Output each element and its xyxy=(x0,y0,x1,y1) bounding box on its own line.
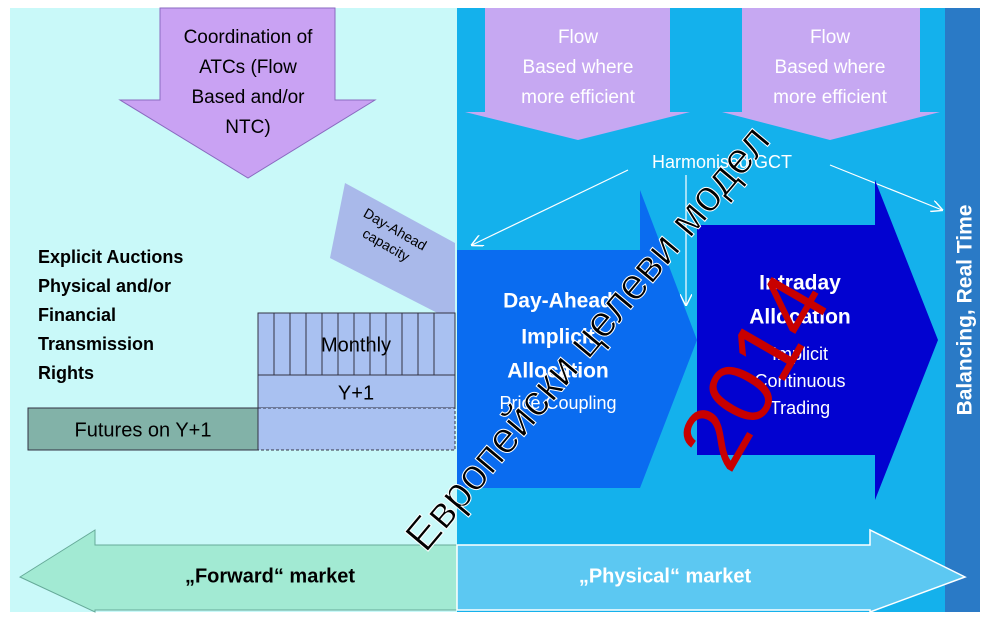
futures-label: Futures on Y+1 xyxy=(75,419,212,441)
auctions-text: Financial xyxy=(38,305,116,325)
flow-based-text: more efficient xyxy=(521,87,635,108)
balancing-panel xyxy=(945,8,980,612)
auctions-text: Physical and/or xyxy=(38,276,171,296)
coordination-arrow xyxy=(118,7,377,179)
intraday-subtitle: Trading xyxy=(770,398,830,418)
intraday-subtitle: Implicit xyxy=(772,344,828,364)
day-ahead-subtitle: Price Coupling xyxy=(499,393,616,413)
year-block xyxy=(257,374,456,409)
day-ahead-title: Allocation xyxy=(507,360,609,383)
coordination-text: Based and/or xyxy=(191,87,305,108)
capacity-shape xyxy=(330,183,455,322)
intraday-subtitle: Continuous xyxy=(754,371,845,391)
auctions-text: Transmission xyxy=(38,334,154,354)
physical-label: „Physical“ market xyxy=(579,565,752,587)
gct-label: Harmonised GCT xyxy=(652,152,792,172)
physical-arrow xyxy=(456,528,967,614)
monthly-block xyxy=(257,312,456,376)
year-extension xyxy=(257,407,456,451)
day-ahead-arrow xyxy=(457,190,697,488)
day-ahead-title: Day-Ahead xyxy=(503,290,613,313)
intraday-arrow xyxy=(697,180,938,500)
balancing-label: Balancing, Real Time xyxy=(954,205,977,416)
forward-arrow xyxy=(18,529,458,613)
auctions-text: Explicit Auctions xyxy=(38,247,183,267)
flow-based-text: Flow xyxy=(558,27,598,48)
intraday-title: Allocation xyxy=(749,306,851,329)
flow-based-arrow xyxy=(465,8,690,140)
gct-arrow xyxy=(829,164,942,210)
day-ahead-title: Implicit xyxy=(521,326,595,349)
flow-based-text: more efficient xyxy=(773,87,887,108)
flow-based-arrow xyxy=(722,8,940,140)
forward-label: „Forward“ market xyxy=(185,565,355,587)
coordination-text: Coordination of xyxy=(184,27,314,48)
intraday-title: Intraday xyxy=(759,272,841,295)
coordination-text: NTC) xyxy=(225,117,270,138)
monthly-label: Monthly xyxy=(321,334,391,356)
year-label: Y+1 xyxy=(338,382,374,404)
flow-based-text: Based where xyxy=(523,57,634,78)
flow-based-text: Flow xyxy=(810,27,850,48)
flow-based-text: Based where xyxy=(775,57,886,78)
auctions-text: Rights xyxy=(38,363,94,383)
gct-arrow xyxy=(472,169,629,245)
coordination-text: ATCs (Flow xyxy=(199,57,297,78)
futures-block xyxy=(27,407,259,451)
